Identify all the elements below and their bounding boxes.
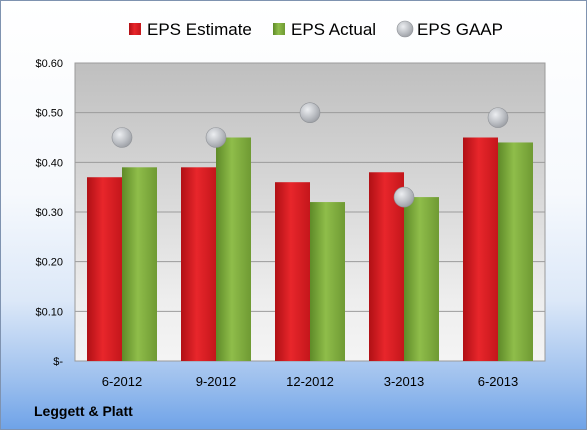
eps-actual-bar <box>310 202 345 361</box>
eps-actual-bar <box>404 197 439 361</box>
x-tick-label: 6-2012 <box>102 374 142 389</box>
x-tick-label: 3-2013 <box>384 374 424 389</box>
bars <box>87 137 533 361</box>
legend-swatch <box>396 20 414 38</box>
eps-gaap-marker <box>299 102 321 123</box>
legend-label: EPS GAAP <box>417 20 503 39</box>
eps-gaap-marker <box>205 127 227 148</box>
y-tick-label: $0.40 <box>35 157 63 169</box>
legend-swatch <box>129 23 141 35</box>
legend-label: EPS Estimate <box>147 20 252 39</box>
eps-gaap-marker <box>393 186 415 208</box>
y-tick-label: $0.50 <box>35 108 63 120</box>
y-tick-label: $0.10 <box>35 306 63 318</box>
eps-gaap-marker <box>111 127 133 148</box>
company-name: Leggett & Platt <box>34 403 133 419</box>
y-tick-label: $0.60 <box>35 58 63 70</box>
eps-actual-bar <box>122 167 157 361</box>
x-axis: 6-2012 9-2012 12-2012 3-2013 6-2013 <box>102 374 518 389</box>
eps-gaap-marker <box>487 107 509 128</box>
y-tick-label: $- <box>53 356 63 368</box>
x-tick-label: 9-2012 <box>196 374 236 389</box>
legend-swatch <box>273 23 285 35</box>
eps-estimate-bar <box>275 182 310 361</box>
legend: EPS Estimate EPS Actual EPS GAAP <box>129 20 503 39</box>
x-tick-label: 6-2013 <box>478 374 518 389</box>
eps-actual-bar <box>498 142 533 361</box>
gaap-markers <box>111 102 509 208</box>
eps-estimate-bar <box>463 137 498 361</box>
x-tick-label: 12-2012 <box>286 374 334 389</box>
y-tick-label: $0.30 <box>35 207 63 219</box>
y-axis: $- $0.10 $0.20 $0.30 $0.40 $0.50 $0.60 <box>35 58 63 368</box>
y-tick-label: $0.20 <box>35 257 63 269</box>
eps-estimate-bar <box>87 177 122 361</box>
legend-label: EPS Actual <box>291 20 376 39</box>
eps-estimate-bar <box>181 167 216 361</box>
eps-actual-bar <box>216 137 251 361</box>
